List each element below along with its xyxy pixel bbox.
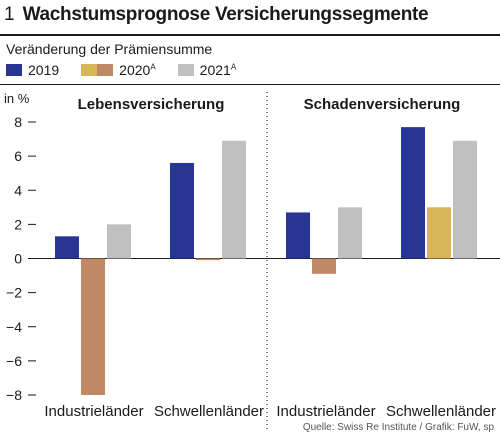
y-tick-label: 0 bbox=[14, 251, 22, 267]
category-label: Schwellenländer bbox=[386, 403, 496, 420]
legend-label-2021: 2021A bbox=[199, 62, 237, 78]
legend-rule bbox=[0, 84, 500, 85]
legend-label-2020: 2020A bbox=[119, 62, 156, 78]
y-axis-label: in % bbox=[4, 91, 30, 106]
y-tick-label: −2 bbox=[6, 285, 22, 301]
y-tick-label: −6 bbox=[6, 353, 22, 369]
panel-title: Schadenversicherung bbox=[304, 96, 461, 113]
bar bbox=[427, 207, 451, 259]
y-tick-label: 4 bbox=[14, 182, 22, 198]
figure-number: 1 bbox=[4, 4, 15, 25]
bar bbox=[107, 224, 131, 259]
bar bbox=[401, 127, 425, 259]
legend: 2019 2020A 2021A bbox=[6, 62, 258, 78]
y-tick-label: 8 bbox=[14, 114, 22, 130]
bar bbox=[312, 258, 336, 274]
y-tick-label: −4 bbox=[6, 319, 22, 335]
legend-swatch-2019 bbox=[6, 64, 22, 76]
y-tick-label: 2 bbox=[14, 216, 22, 232]
bar bbox=[170, 162, 194, 259]
bar bbox=[196, 258, 220, 261]
bar bbox=[222, 140, 246, 259]
chart-subtitle: Veränderung der Prämiensumme bbox=[6, 41, 213, 57]
legend-item-2021: 2021A bbox=[177, 62, 237, 78]
category-label: Industrieländer bbox=[44, 403, 143, 420]
title-row: 1 Wachstumsprognose Versicherungssegment… bbox=[4, 4, 429, 30]
chart-title: Wachstumsprognose Versicherungssegmente bbox=[22, 4, 429, 25]
panel-title: Lebensversicherung bbox=[78, 96, 225, 113]
legend-label-2019: 2019 bbox=[28, 62, 60, 78]
bar bbox=[55, 236, 79, 259]
bar bbox=[453, 140, 477, 259]
y-tick-label: −8 bbox=[6, 387, 22, 403]
legend-item-2020: 2020A bbox=[81, 62, 156, 78]
legend-item-2019: 2019 bbox=[6, 62, 59, 78]
y-tick-label: 6 bbox=[14, 148, 22, 164]
title-rule bbox=[0, 34, 500, 36]
category-label: Industrieländer bbox=[276, 403, 375, 420]
legend-swatch-2021 bbox=[177, 64, 194, 76]
bar bbox=[81, 258, 105, 395]
bar bbox=[338, 207, 362, 259]
legend-swatch-2020 bbox=[81, 64, 114, 76]
source-note: Quelle: Swiss Re Institute / Grafik: FuW… bbox=[302, 422, 494, 433]
category-label: Schwellenländer bbox=[154, 403, 264, 420]
bar bbox=[286, 212, 310, 259]
